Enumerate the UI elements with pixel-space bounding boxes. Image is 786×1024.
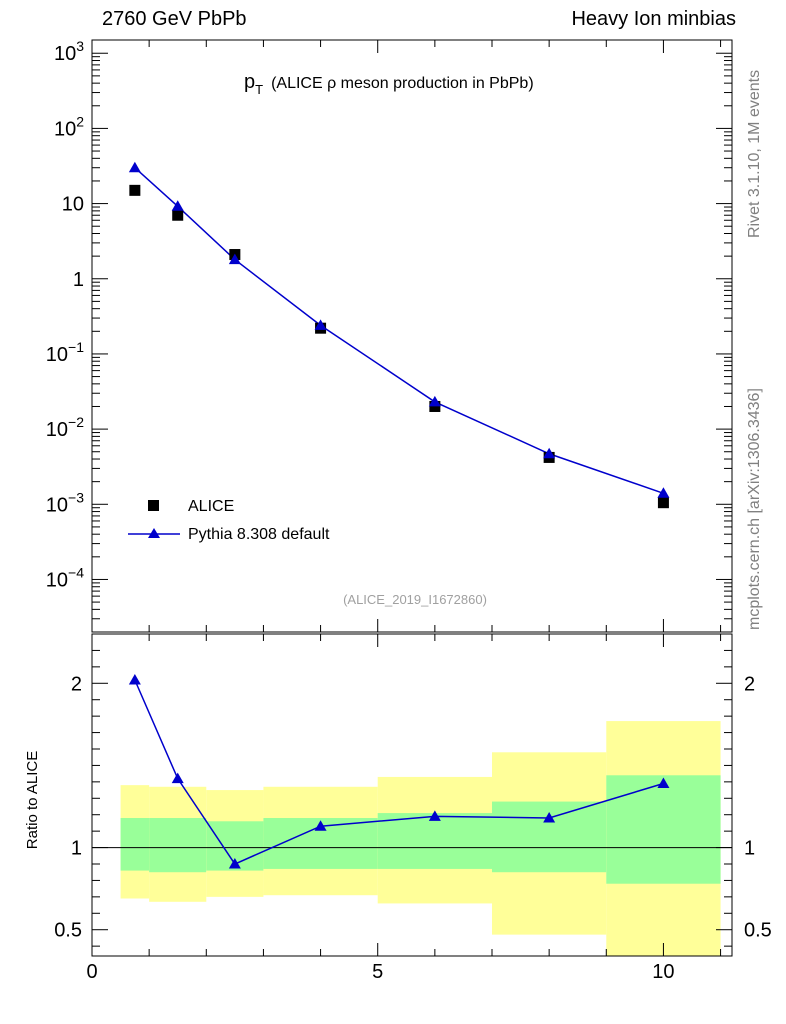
ratio-band-inner [120, 818, 150, 871]
ratio-plot-frame [91, 633, 733, 957]
header-left: 2760 GeV PbPb [102, 8, 247, 30]
y-tick-label: 102 [54, 113, 84, 140]
legend-marker-alice [148, 500, 159, 511]
ratio-y-tick-label-right: 0.5 [744, 920, 772, 942]
ratio-point-pythia [543, 812, 556, 823]
header-right: Heavy Ion minbias [571, 8, 736, 30]
ratio-point-pythia [428, 810, 441, 821]
ratio-point-pythia [171, 772, 184, 784]
ratio-point-pythia [314, 820, 327, 831]
x-tick-label: 0 [86, 961, 97, 983]
plot-title: pT (ALICE ρ meson production in PbPb) [244, 71, 534, 97]
ratio-point-pythia [128, 674, 141, 685]
ratio-band-inner [149, 818, 207, 873]
y-tick-label: 1 [73, 269, 84, 291]
legend-marker-pythia [148, 528, 160, 538]
ratio-y-tick-label: 0.5 [54, 920, 82, 942]
ratio-y-tick-label-right: 1 [744, 838, 755, 860]
data-point-pythia [171, 200, 184, 211]
plot-title-rest: (ALICE ρ meson production in PbPb) [271, 75, 534, 92]
data-point-pythia [314, 319, 327, 330]
data-point-alice [129, 184, 141, 196]
data-point-alice [172, 209, 184, 221]
legend-label-alice: ALICE [188, 498, 234, 515]
data-point-pythia [228, 253, 241, 265]
y-tick-label: 10−4 [46, 564, 84, 591]
ratio-y-tick-label: 2 [71, 673, 82, 695]
y-tick-label: 10−1 [46, 339, 84, 366]
ratio-point-pythia [657, 777, 670, 788]
x-tick-label: 10 [652, 961, 674, 983]
data-point-pythia [428, 395, 441, 407]
y-tick-label: 10 [62, 194, 84, 216]
main-plot-frame [91, 39, 733, 633]
data-point-alice [657, 497, 669, 509]
legend: ALICE Pythia 8.308 default [128, 498, 330, 543]
data-point-alice [429, 400, 441, 412]
plot-title-sub: T [255, 82, 263, 97]
series-line-pythia [134, 167, 664, 495]
ratio-ylabel: Ratio to ALICE [24, 751, 41, 849]
ratio-point-pythia [228, 858, 241, 869]
data-point-pythia [128, 161, 141, 173]
data-point-pythia [543, 447, 556, 459]
y-tick-label: 10−2 [46, 414, 84, 441]
ratio-band-inner [606, 775, 721, 884]
x-tick-label: 5 [372, 961, 383, 983]
y-tick-label: 103 [54, 38, 84, 65]
analysis-watermark: (ALICE_2019_I1672860) [343, 592, 487, 607]
ratio-band-inner [377, 813, 492, 869]
ratio-y-tick-label: 1 [71, 838, 82, 860]
legend-label-pythia: Pythia 8.308 default [188, 526, 330, 543]
y-tick-label: 10−3 [46, 489, 84, 516]
ratio-uncertainty-bands [120, 721, 721, 956]
data-point-pythia [657, 487, 670, 498]
plot-title-main: p [244, 71, 255, 93]
ratio-y-tick-label-right: 2 [744, 673, 755, 695]
